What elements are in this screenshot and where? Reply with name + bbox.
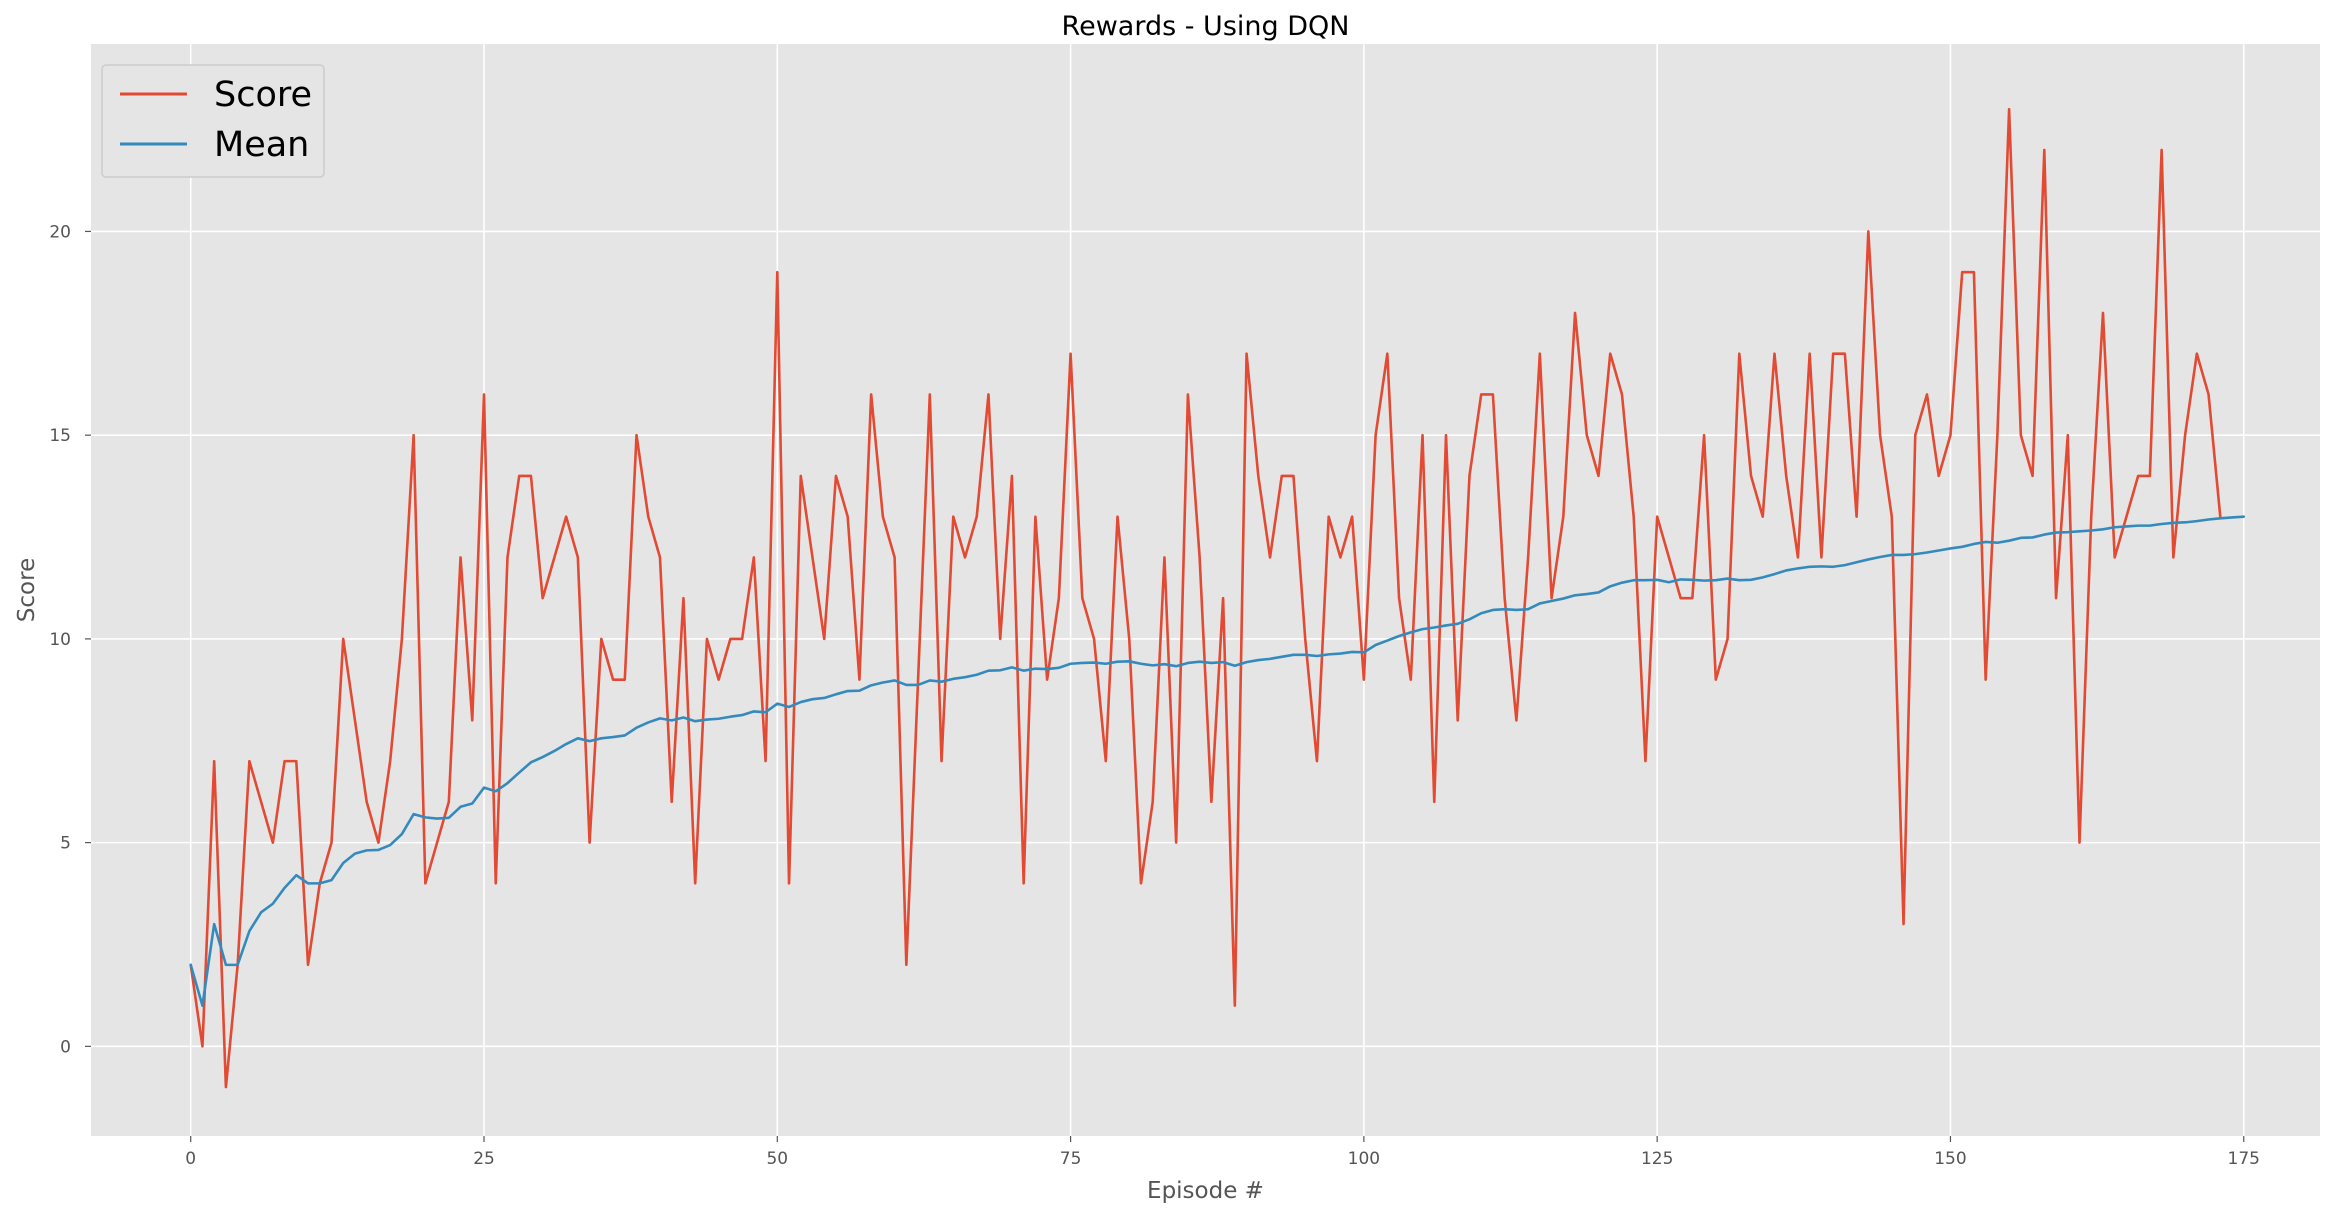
grid-lines bbox=[91, 44, 2320, 1136]
legend: Score Mean bbox=[101, 64, 325, 178]
x-tick-label: 175 bbox=[2228, 1149, 2260, 1169]
plot-area bbox=[91, 44, 2320, 1136]
y-tick-label: 5 bbox=[60, 834, 71, 854]
x-tick-label: 100 bbox=[1348, 1149, 1380, 1169]
legend-label-mean: Mean bbox=[214, 125, 309, 165]
y-tick-label: 0 bbox=[60, 1037, 71, 1057]
legend-label-score: Score bbox=[214, 75, 312, 115]
x-tick-label: 75 bbox=[1060, 1149, 1082, 1169]
series-line-mean bbox=[189, 515, 2246, 1007]
x-tick-label: 150 bbox=[1934, 1149, 1966, 1169]
x-axis-label: Episode # bbox=[1147, 1178, 1264, 1204]
axis-ticks: 0 25 50 75 100 125 150 175 0 5 10 15 20 bbox=[49, 222, 2260, 1169]
y-tick-label: 15 bbox=[49, 426, 71, 446]
y-tick-label: 10 bbox=[49, 630, 71, 650]
series-lines bbox=[189, 107, 2246, 1089]
x-tick-label: 0 bbox=[185, 1149, 196, 1169]
y-axis-label: Score bbox=[14, 558, 40, 622]
y-tick-label: 20 bbox=[49, 222, 71, 242]
series-line-score bbox=[189, 107, 2222, 1089]
x-tick-label: 25 bbox=[473, 1149, 495, 1169]
x-tick-label: 50 bbox=[766, 1149, 788, 1169]
chart-title: Rewards - Using DQN bbox=[1062, 11, 1350, 42]
x-tick-label: 125 bbox=[1641, 1149, 1673, 1169]
